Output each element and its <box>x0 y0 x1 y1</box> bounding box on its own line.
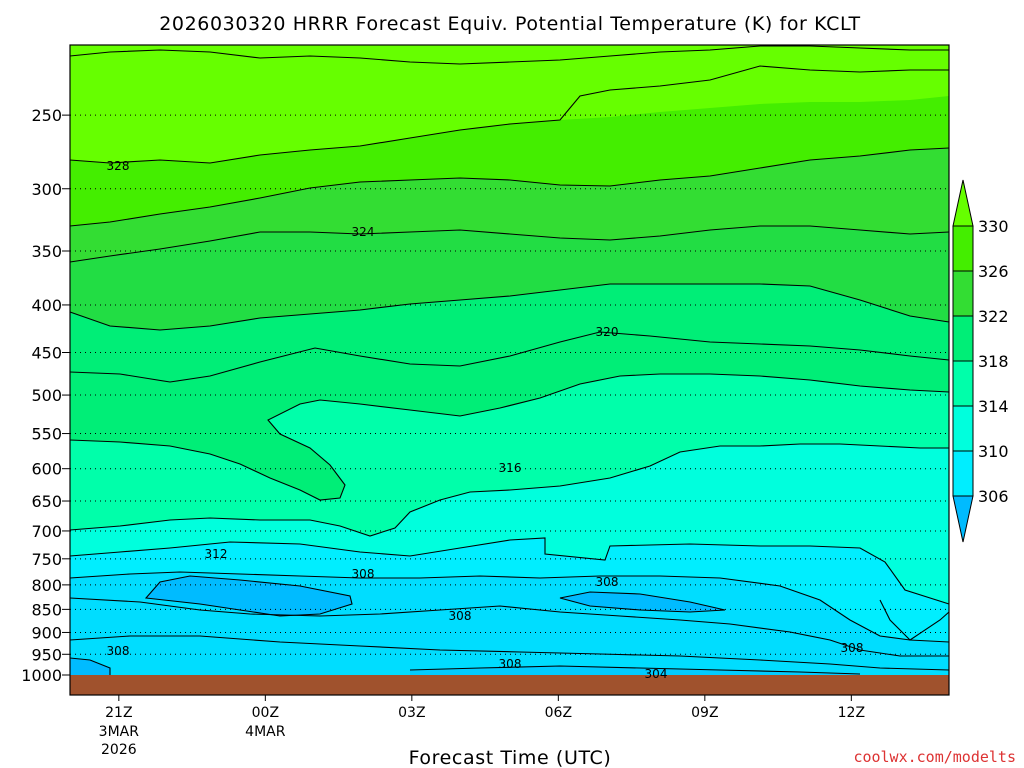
contour-label-312: 312 <box>205 547 228 561</box>
colorbar-label: 306 <box>978 487 1009 506</box>
x-tick-label: 09Z <box>691 705 718 721</box>
colorbar-swatch <box>952 315 974 362</box>
ground-fill <box>70 675 949 695</box>
x-tick-label: 00Z <box>252 705 279 721</box>
colorbar-label: 318 <box>978 352 1009 371</box>
y-tick-label: 500 <box>31 386 62 405</box>
x-tick-label: 21Z <box>105 705 132 721</box>
colorbar-swatch <box>952 225 974 272</box>
contour-label-308: 308 <box>107 644 130 658</box>
credit-link[interactable]: coolwx.com/modelts <box>853 748 1016 766</box>
contour-line <box>69 331 950 383</box>
y-tick-label: 800 <box>31 576 62 595</box>
contour-label-308: 308 <box>352 567 375 581</box>
contour-labels: 328 324 320 316 312 308 308 308 308 308 … <box>107 159 864 681</box>
y-tick-label: 250 <box>31 106 62 125</box>
y-tick-label: 550 <box>31 425 62 444</box>
x-tick-label: 03Z <box>398 705 425 721</box>
colorbar-label: 326 <box>978 262 1009 281</box>
contour-line <box>69 373 950 501</box>
x-tick-date-label: 2026 <box>101 742 137 758</box>
contour-line <box>879 599 950 641</box>
colorbar-label: 330 <box>978 217 1009 236</box>
contour-line <box>69 45 949 65</box>
contour-line <box>144 575 353 617</box>
y-tick-label: 900 <box>31 623 62 642</box>
chart-title: 2026030320 HRRR Forecast Equiv. Potentia… <box>159 13 861 35</box>
colorbar: 330 326 322 318 314 310 306 <box>952 179 1009 543</box>
contour-label-324: 324 <box>352 225 375 239</box>
y-tick-label: 400 <box>31 296 62 315</box>
contour-line <box>559 591 726 613</box>
colorbar-label: 314 <box>978 397 1009 416</box>
y-tick-label: 450 <box>31 344 62 363</box>
y-tick-label: 350 <box>31 242 62 261</box>
colorbar-swatch <box>952 450 974 497</box>
x-tick-label: 12Z <box>838 705 865 721</box>
colorbar-extend-bottom <box>952 495 974 543</box>
contour-line <box>69 147 950 227</box>
y-tick-label: 700 <box>31 522 62 541</box>
contour-lines <box>69 45 950 680</box>
band-below-306-b <box>560 592 725 612</box>
contour-line <box>409 665 861 675</box>
y-tick-label: 300 <box>31 180 62 199</box>
contour-label-328: 328 <box>107 159 130 173</box>
contour-line <box>69 283 950 331</box>
x-tick-date-label: 3MAR <box>99 724 140 740</box>
band-below-306-c <box>70 658 110 680</box>
y-tick-label: 750 <box>31 550 62 569</box>
y-tick-label: 950 <box>31 645 62 664</box>
y-tick-label: 1000 <box>21 666 62 685</box>
contour-line <box>69 635 950 671</box>
contour-line <box>69 225 950 263</box>
contour-label-308: 308 <box>596 575 619 589</box>
contour-label-308: 308 <box>841 641 864 655</box>
contour-line <box>69 537 950 605</box>
x-tick-date-label: 4MAR <box>245 724 286 740</box>
contour-label-308: 308 <box>449 609 472 623</box>
colorbar-swatch <box>952 360 974 407</box>
colorbar-swatch <box>952 405 974 452</box>
contour-line <box>69 443 949 537</box>
y-tick-label: 850 <box>31 600 62 619</box>
contour-label-316: 316 <box>499 461 522 475</box>
colorbar-label: 310 <box>978 442 1009 461</box>
x-tick-label: 06Z <box>545 705 572 721</box>
x-axis: 21Z 3MAR 2026 00Z 4MAR 03Z 06Z 09Z 12Z <box>99 695 865 758</box>
contour-line <box>69 65 949 164</box>
plot-frame <box>69 44 950 696</box>
contour-line <box>69 597 949 657</box>
band-below-306-a <box>146 576 352 616</box>
x-axis-label: Forecast Time (UTC) <box>409 747 612 768</box>
colorbar-extend-top <box>952 179 974 227</box>
y-tick-label: 600 <box>31 460 62 479</box>
plot-area: 328 324 320 316 312 308 308 308 308 308 … <box>69 44 950 696</box>
y-tick-label: 650 <box>31 492 62 511</box>
contour-label-308: 308 <box>499 657 522 671</box>
y-axis: 250 300 350 400 450 500 550 600 650 700 750 800 850 9… <box>21 106 70 685</box>
contour-line <box>69 657 111 680</box>
contour-line <box>69 571 950 643</box>
contour-label-304: 304 <box>645 667 668 681</box>
contour-label-320: 320 <box>596 325 619 339</box>
colorbar-swatch <box>952 270 974 317</box>
colorbar-label: 322 <box>978 307 1009 326</box>
